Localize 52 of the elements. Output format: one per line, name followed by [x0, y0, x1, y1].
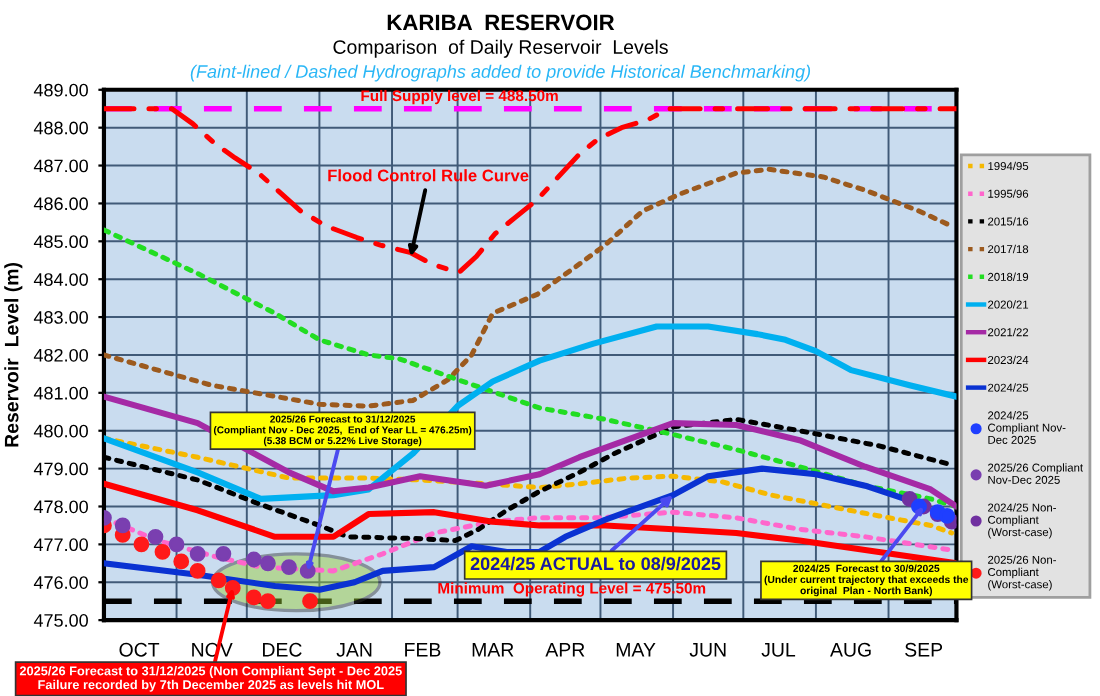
- y-tick-label: 489.00: [33, 83, 88, 97]
- y-tick-label: 483.00: [33, 311, 88, 324]
- point: [215, 545, 232, 562]
- x-tick-label: SEP: [905, 642, 943, 657]
- y-tick-label: 478.00: [33, 500, 88, 514]
- chart-title: KARIBA RESERVOIR: [387, 14, 615, 31]
- x-tick-label: OCT: [119, 642, 160, 657]
- point: [114, 517, 131, 534]
- x-tick-label: MAR: [472, 643, 514, 657]
- x-tick-label: AUG: [830, 642, 871, 657]
- point: [210, 572, 227, 589]
- point: [154, 544, 171, 560]
- line-series: [103, 106, 957, 275]
- chart-subtitle: Comparison of Daily Reservoir Levels: [333, 39, 668, 58]
- x-tick-label: APR: [545, 643, 585, 657]
- x-tick-label: JUL: [761, 643, 796, 657]
- point: [281, 559, 297, 575]
- x-tick-label: DEC: [263, 642, 302, 657]
- y-tick-label: 475.00: [33, 614, 88, 627]
- y-tick-label: 476.00: [33, 576, 88, 589]
- line-series: [103, 166, 955, 409]
- point: [147, 528, 164, 545]
- y-tick-label: 485.00: [33, 235, 88, 249]
- point: [189, 545, 206, 562]
- y-tick-label: 481.00: [33, 386, 88, 400]
- point: [939, 508, 955, 524]
- point: [245, 551, 262, 568]
- x-tick-label: FEB: [405, 643, 441, 657]
- point: [168, 536, 185, 553]
- y-tick-label: 477.00: [33, 538, 88, 552]
- y-tick-label: 486.00: [33, 197, 88, 211]
- annotation: 2024/25 ACTUAL to 08/9/2025: [470, 556, 721, 571]
- point: [173, 553, 190, 570]
- y-tick-label: 480.00: [33, 424, 88, 438]
- line-series: [103, 480, 957, 567]
- y-tick-label: 487.00: [33, 159, 88, 173]
- point: [133, 536, 150, 553]
- y-axis-title: Reservoir Level (m): [4, 262, 23, 447]
- point: [259, 593, 276, 610]
- text: (Faint-lined / Dashed Hydrographs added to provide Historical Benchmarking): [190, 64, 811, 82]
- x-tick-label: MAY: [616, 643, 656, 657]
- x-tick-label: JAN: [336, 643, 372, 657]
- y-tick-label: 482.00: [33, 348, 88, 362]
- point: [189, 562, 206, 579]
- y-tick-label: 484.00: [33, 273, 88, 286]
- point: [259, 555, 276, 572]
- line-series: [103, 323, 957, 502]
- y-tick-label: 479.00: [33, 462, 88, 476]
- x-tick-label: JUN: [689, 643, 726, 657]
- y-tick-label: 488.00: [33, 121, 88, 135]
- point: [245, 589, 262, 606]
- point: [302, 593, 318, 610]
